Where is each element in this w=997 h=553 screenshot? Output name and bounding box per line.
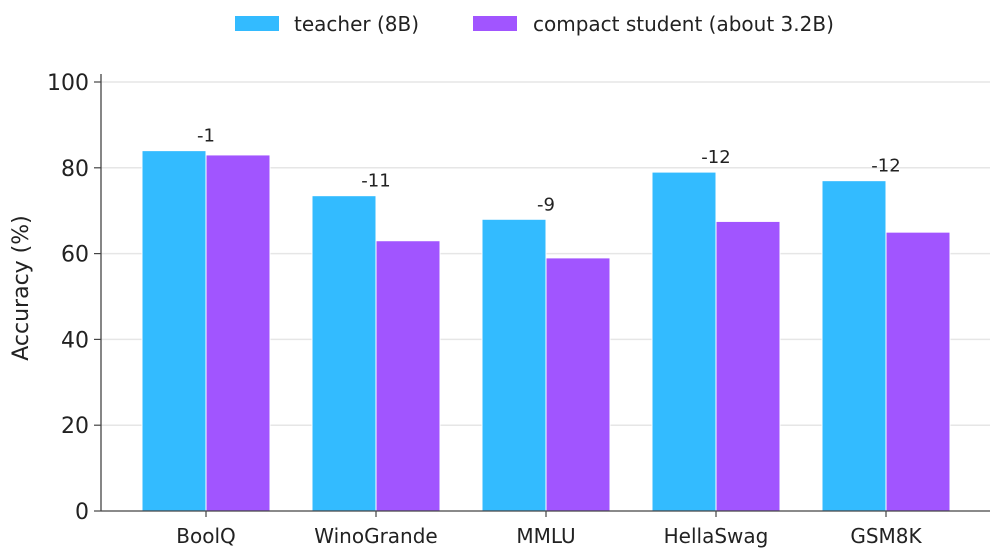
bar-teacher-hellaswag — [651, 171, 717, 512]
bar-student-boolq — [205, 154, 271, 512]
legend-swatch — [473, 16, 517, 31]
y-tick-label: 20 — [61, 414, 89, 439]
bar-student-gsm8k — [885, 231, 951, 512]
bar-student-winogrande — [375, 240, 441, 512]
bar-teacher-gsm8k — [821, 180, 887, 512]
delta-label: -11 — [361, 171, 390, 192]
x-tick-labels: BoolQ WinoGrande MMLU HellaSwag GSM8K — [176, 511, 923, 548]
y-tick-label: 100 — [47, 71, 89, 96]
delta-annotations: -1 -11 -9 -12 -12 — [197, 126, 901, 216]
x-tick-label: GSM8K — [850, 524, 922, 548]
y-tick-label: 0 — [75, 500, 89, 525]
bars — [141, 150, 951, 512]
bar-teacher-mmlu — [481, 218, 547, 512]
bar-student-mmlu — [545, 257, 611, 512]
x-tick-label: BoolQ — [176, 524, 236, 548]
legend-label: compact student (about 3.2B) — [533, 12, 834, 36]
x-tick-label: MMLU — [516, 524, 575, 548]
bar-student-hellaswag — [715, 220, 781, 512]
delta-label: -12 — [871, 156, 900, 177]
legend: teacher (8B) compact student (about 3.2B) — [235, 12, 834, 36]
y-tick-label: 80 — [61, 157, 89, 182]
delta-label: -1 — [197, 126, 215, 147]
legend-swatch — [235, 16, 279, 31]
delta-label: -9 — [537, 194, 555, 215]
y-tick-label: 60 — [61, 243, 89, 268]
y-tick-labels: 0 20 40 60 80 100 — [47, 71, 101, 525]
x-tick-label: HellaSwag — [664, 524, 769, 548]
x-tick-label: WinoGrande — [314, 524, 437, 548]
bar-teacher-winogrande — [311, 195, 377, 512]
legend-label: teacher (8B) — [294, 12, 419, 36]
y-axis-label: Accuracy (%) — [9, 215, 34, 361]
bar-teacher-boolq — [141, 150, 207, 512]
delta-label: -12 — [701, 147, 730, 168]
y-tick-label: 40 — [61, 328, 89, 353]
